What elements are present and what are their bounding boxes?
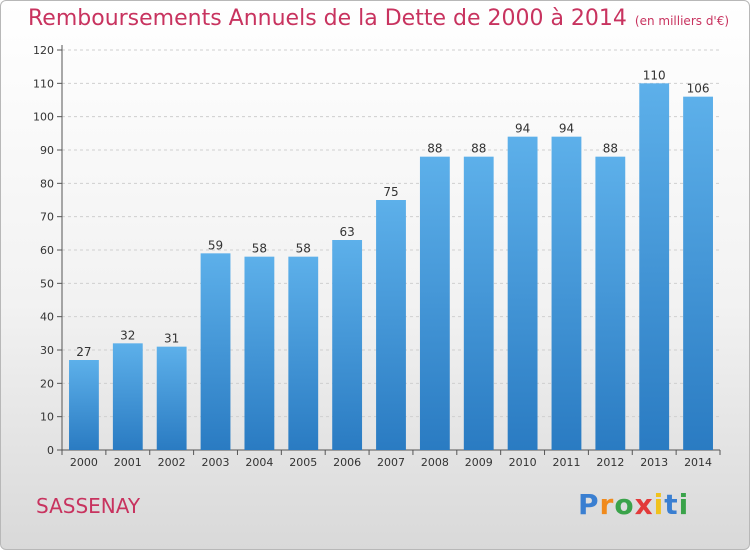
bar [463, 156, 494, 450]
logo-letter: t [664, 488, 679, 521]
bar [419, 156, 450, 450]
logo-letter: P [578, 488, 600, 521]
x-tick-label: 2002 [158, 456, 186, 469]
bar [595, 156, 626, 450]
data-label: 58 [296, 242, 311, 256]
x-tick-label: 2000 [70, 456, 98, 469]
logo-letter: i [653, 488, 665, 521]
x-tick-label: 2012 [596, 456, 624, 469]
title-text: Remboursements Annuels de la Dette de 20… [28, 6, 627, 31]
data-label: 88 [471, 142, 486, 156]
bar [200, 253, 231, 450]
bars [69, 83, 713, 451]
data-label: 110 [643, 68, 666, 82]
data-label: 94 [515, 122, 530, 136]
data-label: 94 [559, 122, 574, 136]
bar [683, 96, 713, 451]
data-label: 32 [120, 328, 135, 342]
data-label: 75 [383, 185, 398, 199]
data-label: 59 [208, 238, 223, 252]
bar [156, 346, 187, 450]
data-label: 63 [339, 225, 354, 239]
x-tick-label: 2004 [245, 456, 273, 469]
data-labels: 27 32 31 59 58 58 63 75 88 88 94 94 88 110 106 [76, 68, 709, 359]
data-label: 88 [427, 142, 442, 156]
bar [288, 256, 319, 450]
chart-title: Remboursements Annuels de la Dette de 20… [28, 6, 729, 31]
x-tick-label: 2003 [202, 456, 230, 469]
x-tick-label: 2008 [421, 456, 449, 469]
bar [112, 343, 143, 450]
y-tick-label: 90 [40, 144, 54, 157]
data-label: 58 [252, 242, 267, 256]
logo-letter: r [599, 488, 615, 521]
y-tick-label: 70 [40, 211, 54, 224]
data-label: 31 [164, 332, 179, 346]
y-tick-label: 120 [33, 44, 54, 57]
y-tick-label: 100 [33, 111, 54, 124]
x-tick-label: 2001 [114, 456, 142, 469]
bar [244, 256, 275, 450]
title-unit: (en milliers d'€) [634, 14, 730, 28]
bar [376, 200, 406, 450]
x-tick-label: 2014 [684, 456, 712, 469]
logo-letter: o [614, 488, 635, 521]
y-tick-label: 40 [40, 311, 54, 324]
place-name: SASSENAY [36, 494, 141, 518]
data-label: 88 [603, 142, 618, 156]
logo-letter: x [634, 488, 654, 521]
x-tick-label: 2009 [465, 456, 493, 469]
proxiti-logo: Proxiti [578, 488, 689, 521]
y-tick-label: 20 [40, 377, 54, 390]
bar [639, 83, 670, 450]
axes: 0 10 20 30 40 50 60 70 80 90 100 110 120 2000 2001 2002… [33, 44, 721, 469]
data-label: 106 [687, 82, 710, 96]
y-tick-label: 110 [33, 77, 54, 90]
y-tick-label: 50 [40, 277, 54, 290]
y-tick-label: 30 [40, 344, 54, 357]
x-tick-label: 2010 [509, 456, 537, 469]
x-tick-label: 2013 [640, 456, 668, 469]
data-label: 27 [76, 345, 91, 359]
y-tick-label: 60 [40, 244, 54, 257]
bar [69, 360, 99, 450]
y-tick-label: 10 [40, 411, 54, 424]
bar [507, 136, 538, 450]
y-tick-label: 0 [47, 444, 54, 457]
x-tick-label: 2006 [333, 456, 361, 469]
bar [551, 136, 582, 450]
bar [332, 240, 363, 450]
x-tick-label: 2011 [552, 456, 580, 469]
y-tick-label: 80 [40, 177, 54, 190]
x-tick-label: 2005 [289, 456, 317, 469]
x-tick-label: 2007 [377, 456, 405, 469]
logo-letter: i [678, 488, 690, 521]
